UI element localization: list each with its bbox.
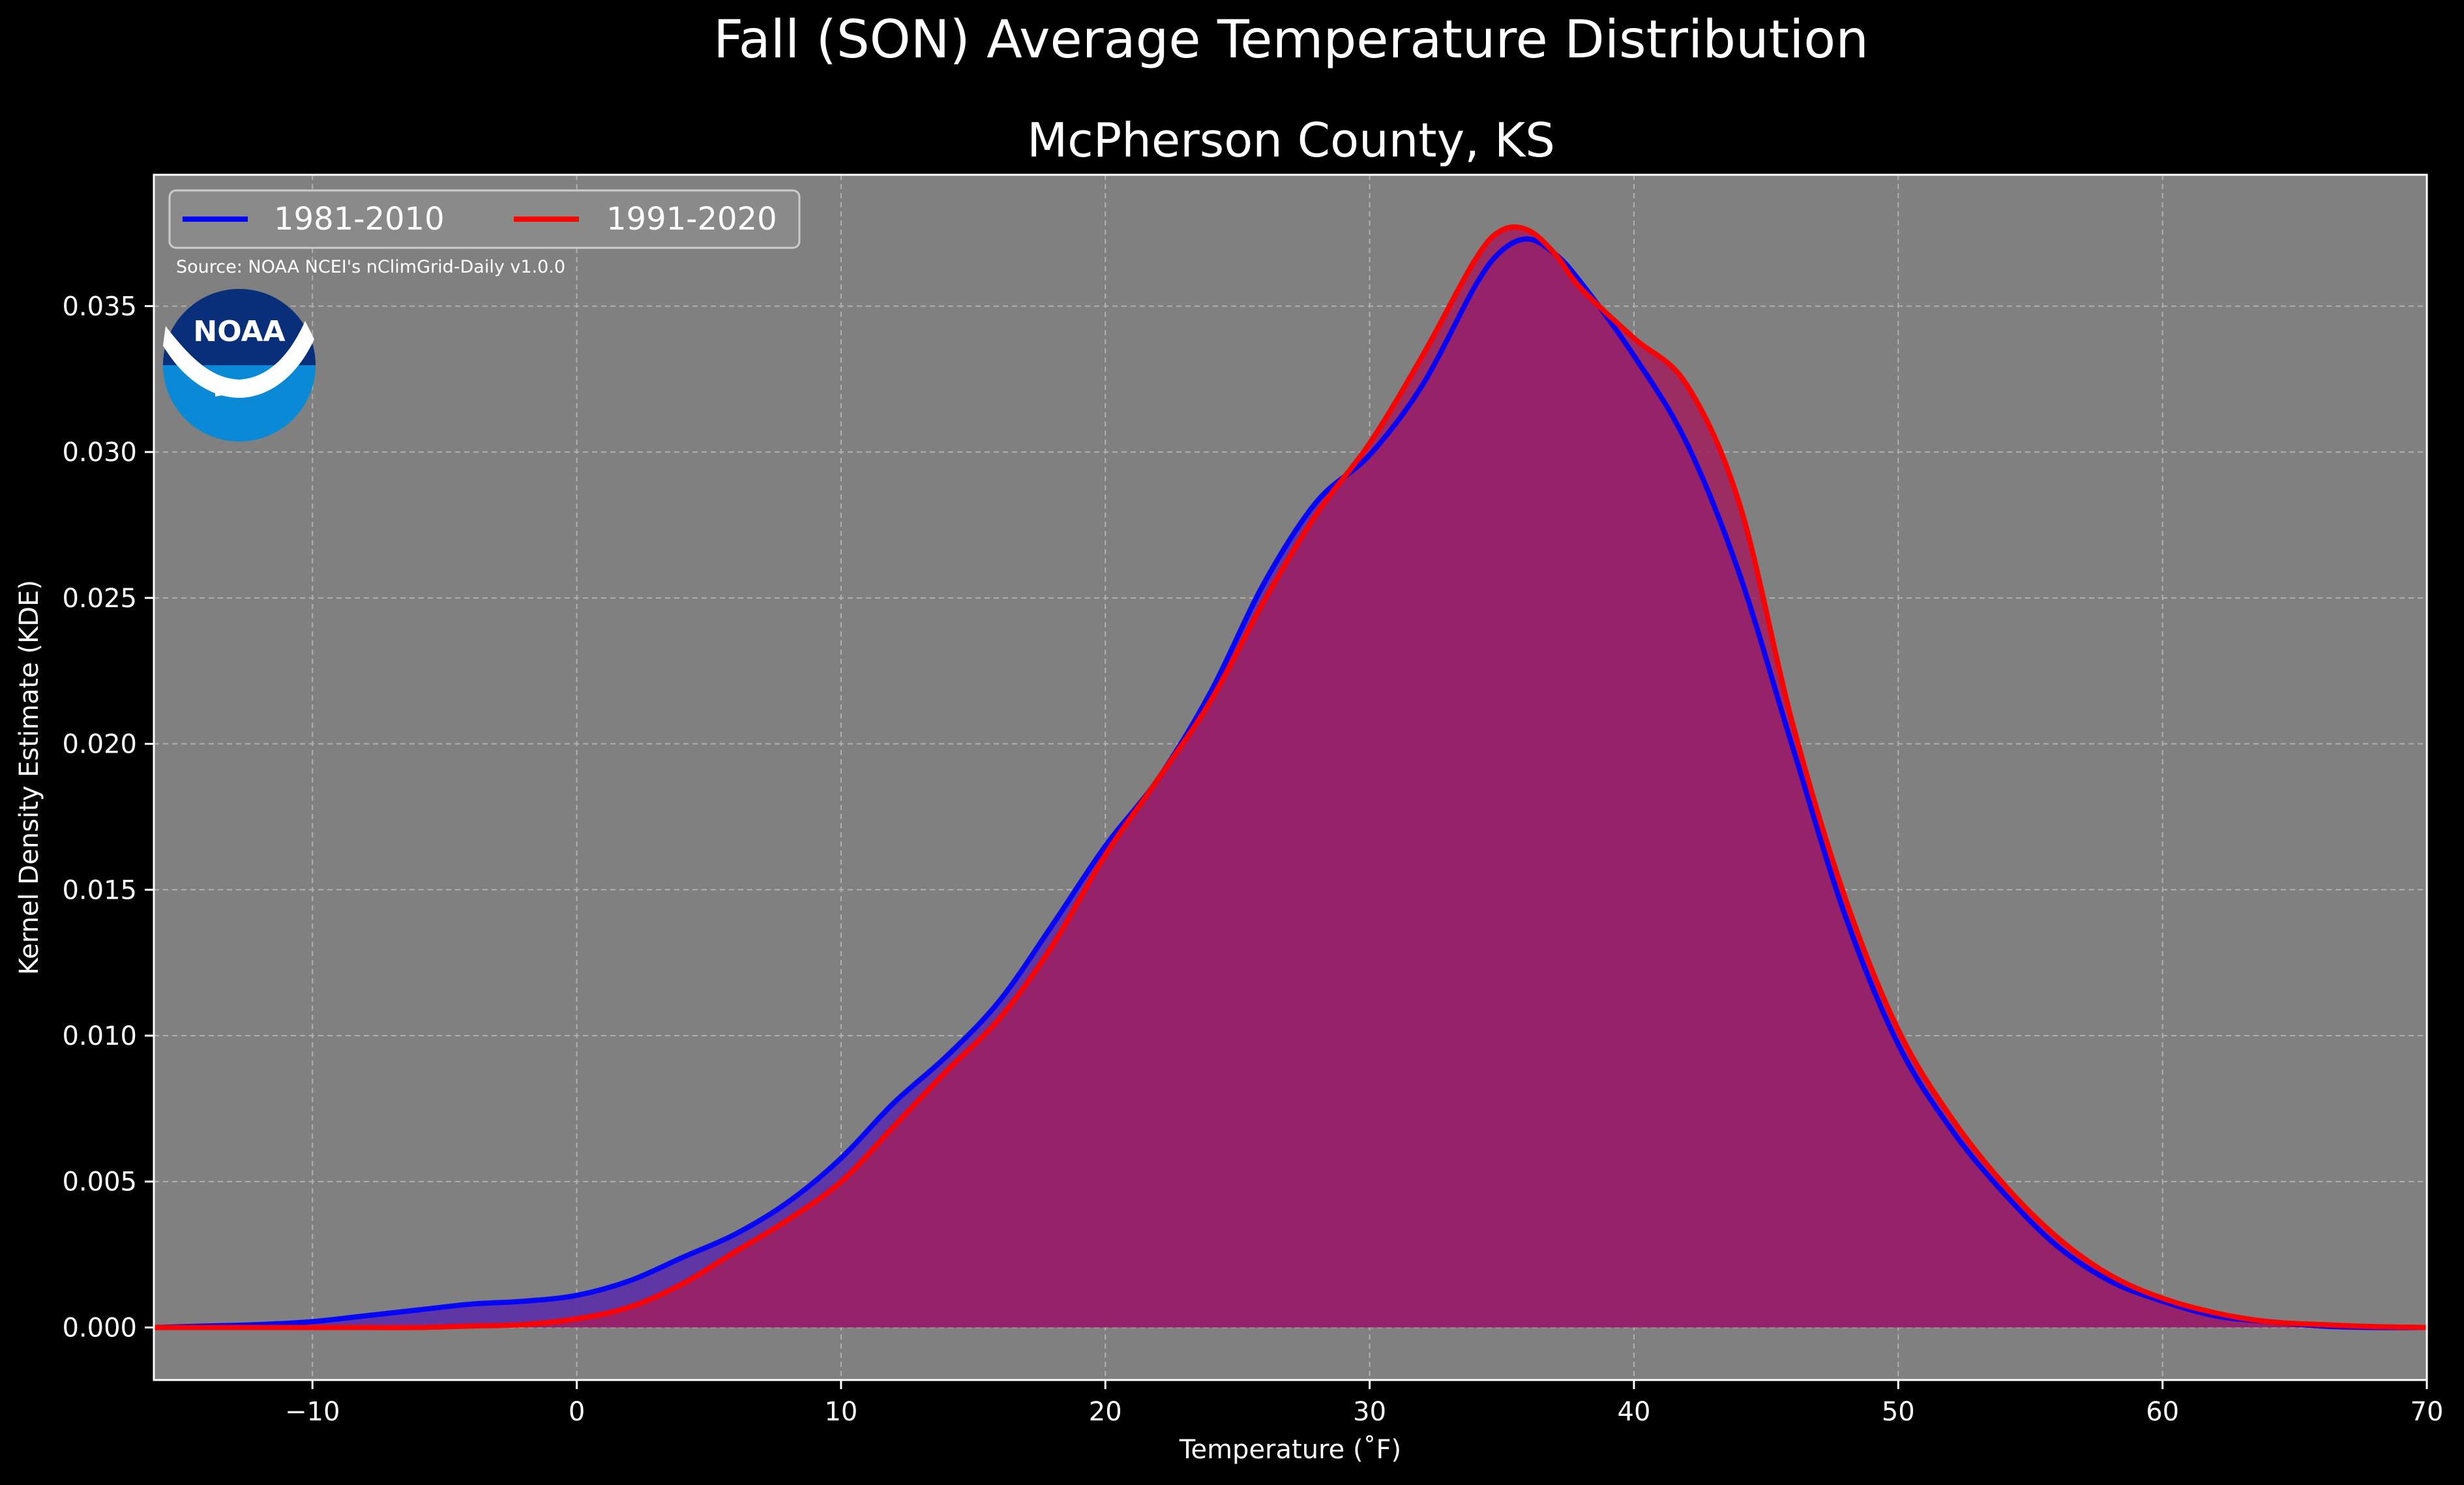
legend: 1981-2010 1991-2020: [168, 189, 801, 249]
noaa-logo-icon: NOAA: [163, 289, 316, 442]
series-group: [154, 224, 2427, 1330]
y-tick-label: 0.025: [62, 584, 137, 614]
x-axis-label: Temperature (˚F): [1179, 1435, 1401, 1465]
x-tick-label: 30: [1353, 1397, 1386, 1427]
x-tick-label: −10: [285, 1397, 340, 1427]
y-axis-label: Kernel Density Estimate (KDE): [14, 580, 44, 975]
x-axis: −10 0 10 20 30 40 50 60 70: [285, 1380, 2443, 1427]
x-tick-label: 20: [1089, 1397, 1122, 1427]
x-tick-label: 50: [1882, 1397, 1915, 1427]
chart-title: McPherson County, KS: [1027, 113, 1555, 168]
y-axis: 0.000 0.005 0.010 0.015 0.020 0.025 0.030 0.035: [62, 292, 154, 1343]
legend-box: [168, 189, 801, 249]
plot-frame: [153, 173, 2428, 1381]
y-tick-label: 0.020: [62, 730, 137, 760]
x-tick-label: 70: [2411, 1397, 2444, 1427]
legend-label-1991-2020: 1991-2020: [606, 201, 777, 237]
y-tick-label: 0.010: [62, 1021, 137, 1051]
area-fill-1991-2020: [154, 226, 2427, 1328]
figure-suptitle: Fall (SON) Average Temperature Distribut…: [713, 9, 1869, 70]
series-line-1981-2010: [154, 236, 2427, 1330]
noaa-logo-text: NOAA: [193, 315, 285, 348]
y-tick-label: 0.000: [62, 1313, 137, 1343]
x-tick-label: 0: [569, 1397, 585, 1427]
y-tick-label: 0.015: [62, 875, 137, 905]
x-tick-label: 60: [2146, 1397, 2179, 1427]
y-tick-label: 0.005: [62, 1167, 137, 1197]
y-tick-label: 0.035: [62, 292, 137, 322]
series-line-1991-2020: [154, 224, 2427, 1330]
y-tick-label: 0.030: [62, 438, 137, 468]
x-tick-label: 10: [824, 1397, 857, 1427]
x-tick-label: 40: [1618, 1397, 1651, 1427]
source-note: Source: NOAA NCEI's nClimGrid-Daily v1.0…: [176, 257, 565, 277]
legend-label-1981-2010: 1981-2010: [274, 201, 445, 237]
